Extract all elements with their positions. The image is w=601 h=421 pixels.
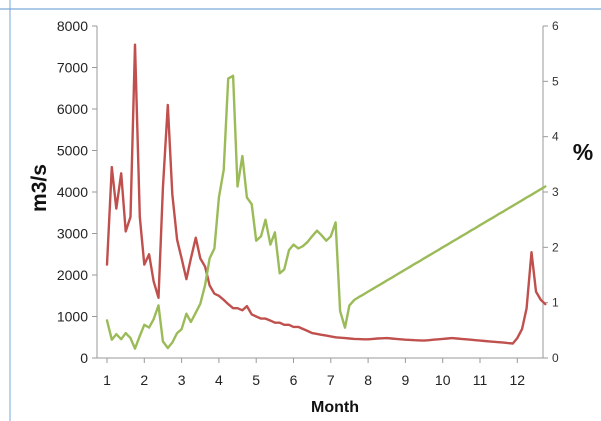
y-right-tick-label: 0 bbox=[552, 351, 559, 365]
x-tick-label: 12 bbox=[510, 372, 526, 388]
x-tick-label: 6 bbox=[290, 372, 298, 388]
y-right-tick-label: 6 bbox=[552, 19, 559, 33]
y-left-tick-label: 8000 bbox=[57, 18, 88, 34]
x-tick-label: 5 bbox=[252, 372, 260, 388]
y-right-tick-label: 3 bbox=[552, 185, 559, 199]
y-left-tick-label: 6000 bbox=[57, 101, 88, 117]
y-right-tick-label: 2 bbox=[552, 240, 559, 254]
y-left-tick-label: 4000 bbox=[57, 184, 88, 200]
x-axis-title: Month bbox=[311, 399, 359, 416]
plot-area: 0100020003000400050006000700080000123456… bbox=[57, 18, 559, 388]
x-tick-label: 1 bbox=[103, 372, 111, 388]
y-right-tick-label: 4 bbox=[552, 130, 559, 144]
series-line-percent bbox=[105, 74, 547, 350]
y-left-tick-label: 2000 bbox=[57, 267, 88, 283]
y-right-axis-title: % bbox=[573, 139, 593, 165]
x-tick-label: 8 bbox=[364, 372, 372, 388]
series-line-discharge bbox=[105, 43, 547, 345]
x-tick-label: 9 bbox=[402, 372, 410, 388]
x-tick-label: 10 bbox=[435, 372, 451, 388]
x-tick-label: 2 bbox=[140, 372, 148, 388]
y-left-tick-label: 0 bbox=[80, 350, 88, 366]
y-left-tick-label: 3000 bbox=[57, 226, 88, 242]
y-left-tick-label: 1000 bbox=[57, 309, 88, 325]
x-tick-label: 4 bbox=[215, 372, 223, 388]
x-tick-label: 3 bbox=[178, 372, 186, 388]
x-tick-label: 11 bbox=[473, 372, 488, 388]
y-left-tick-label: 7000 bbox=[57, 60, 88, 76]
y-right-tick-label: 5 bbox=[552, 74, 559, 88]
x-tick-label: 7 bbox=[327, 372, 335, 388]
y-left-axis-title: m3/s bbox=[28, 164, 51, 212]
y-left-tick-label: 5000 bbox=[57, 143, 88, 159]
y-right-tick-label: 1 bbox=[552, 296, 559, 310]
